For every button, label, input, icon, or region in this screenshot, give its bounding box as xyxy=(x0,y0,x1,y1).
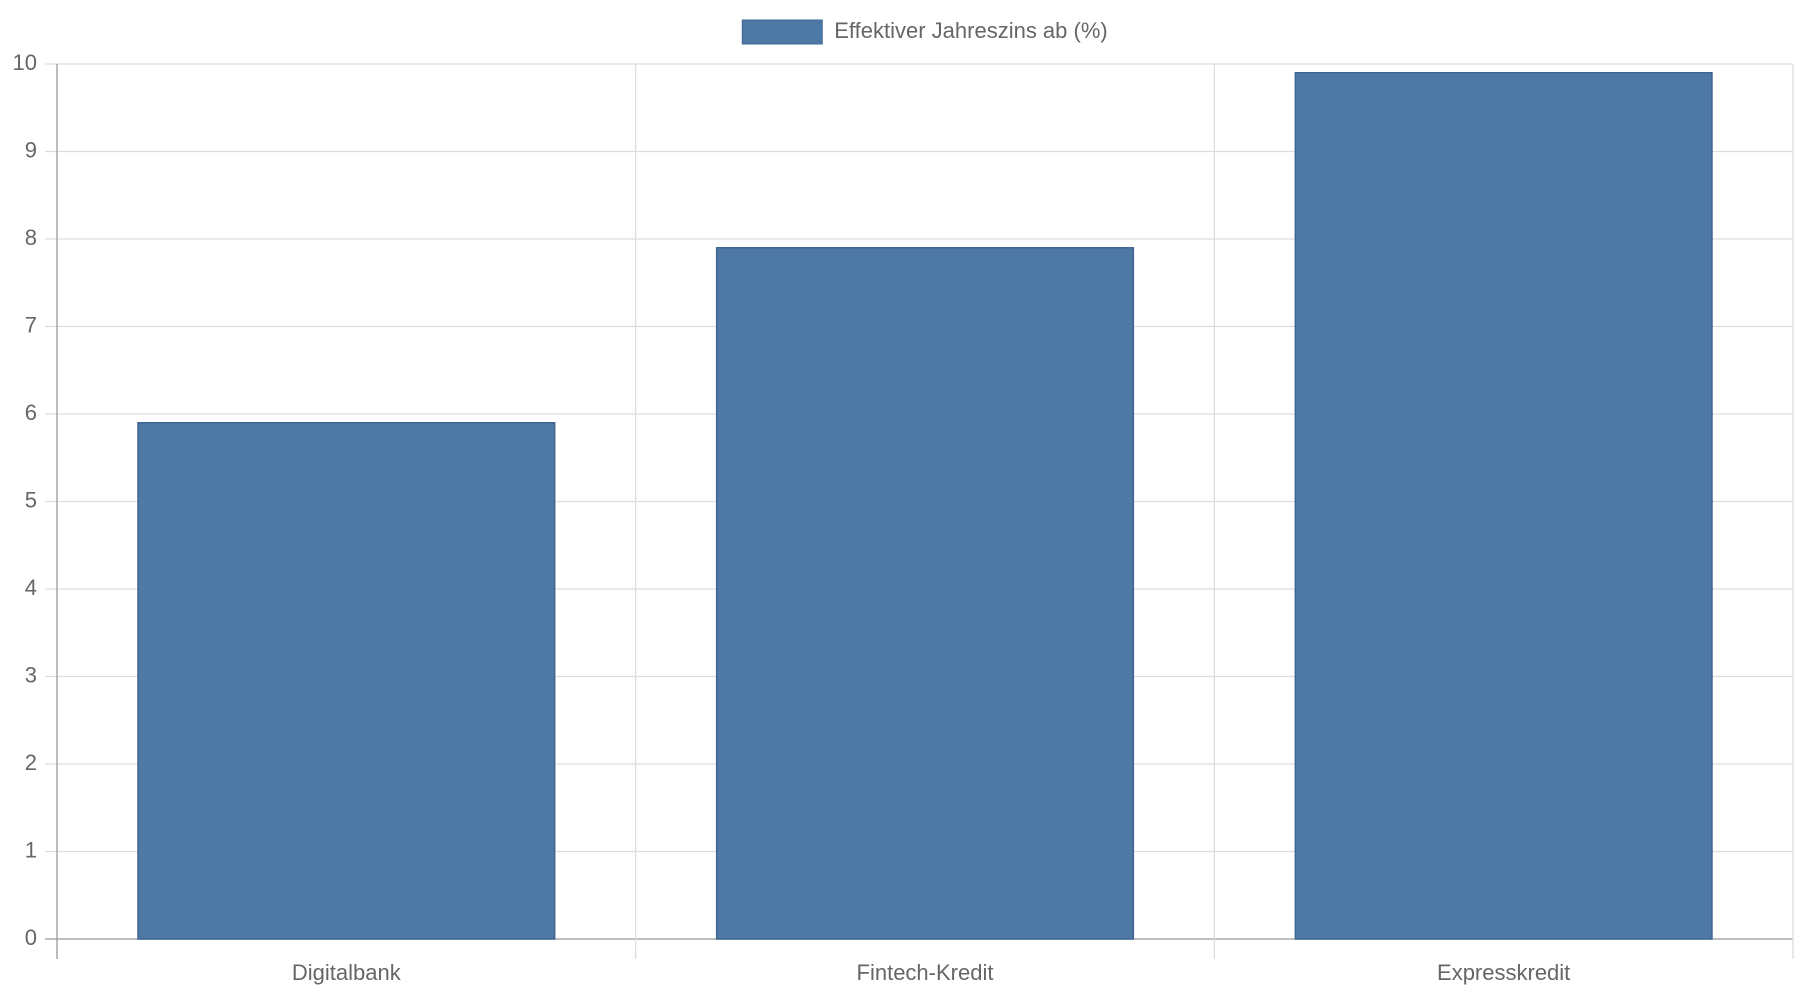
y-tick-label: 1 xyxy=(25,837,37,862)
legend-label: Effektiver Jahreszins ab (%) xyxy=(834,18,1107,43)
y-tick-label: 2 xyxy=(25,750,37,775)
y-tick-label: 0 xyxy=(25,925,37,950)
y-tick-label: 9 xyxy=(25,137,37,162)
y-tick-label: 3 xyxy=(25,662,37,687)
y-tick-label: 4 xyxy=(25,575,37,600)
y-tick-label: 10 xyxy=(13,50,37,75)
x-tick-label: Expresskredit xyxy=(1437,960,1570,985)
y-tick-label: 7 xyxy=(25,312,37,337)
y-tick-label: 8 xyxy=(25,225,37,250)
y-tick-label: 5 xyxy=(25,487,37,512)
x-tick-label: Digitalbank xyxy=(292,960,402,985)
bar xyxy=(1294,72,1713,940)
bar xyxy=(137,422,556,940)
bar xyxy=(715,247,1135,940)
legend-swatch xyxy=(741,19,823,45)
x-tick-label: Fintech-Kredit xyxy=(857,960,994,985)
y-tick-label: 6 xyxy=(25,400,37,425)
